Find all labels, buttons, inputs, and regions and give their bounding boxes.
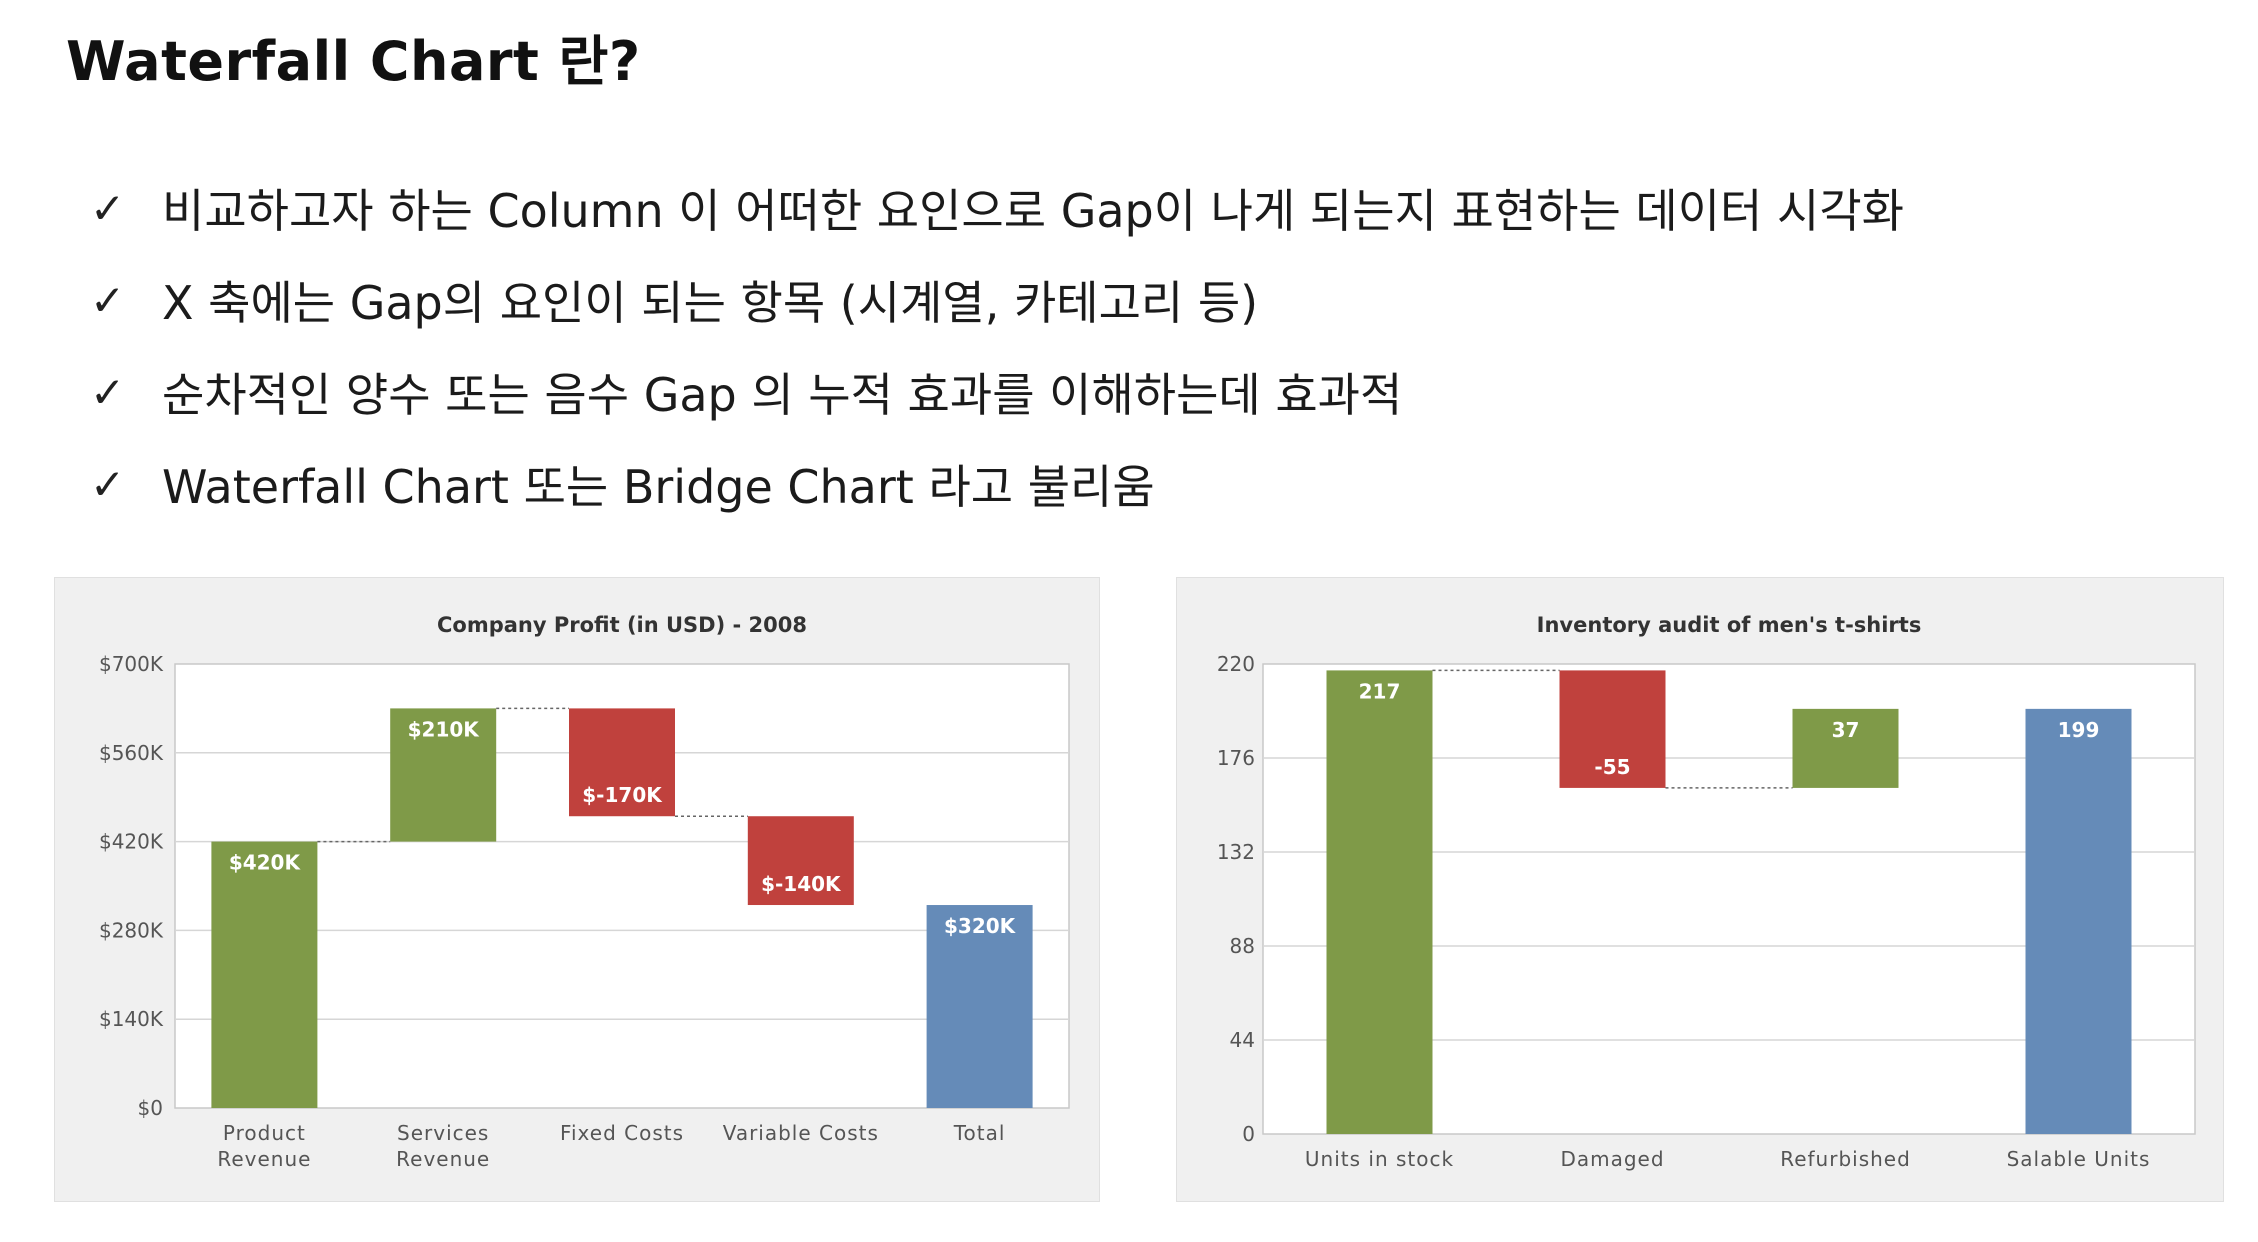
slide-title: Waterfall Chart 란?	[66, 30, 641, 93]
waterfall-bar	[1559, 670, 1666, 788]
data-label: -55	[1594, 755, 1630, 779]
x-category-label: Product	[223, 1121, 306, 1145]
bullet-text: X 축에는 Gap의 요인이 되는 항목 (시계열, 카테고리 등)	[162, 276, 1259, 330]
data-label: $320K	[944, 914, 1017, 938]
bullet-text: 비교하고자 하는 Column 이 어떠한 요인으로 Gap이 나게 되는지 표…	[162, 184, 1904, 238]
company-profit-chart-svg: Company Profit (in USD) - 2008 $0 $140K $28…	[99, 613, 1070, 1171]
waterfall-bar	[2025, 708, 2132, 1134]
chart-title: Company Profit (in USD) - 2008	[437, 613, 807, 637]
inventory-audit-chart-svg: Inventory audit of men's t-shirts 0 44 88 13…	[1217, 613, 2196, 1171]
data-label: 199	[2058, 718, 2100, 742]
bullet-item: ✓ 순차적인 양수 또는 음수 Gap 의 누적 효과를 이해하는데 효과적	[90, 346, 1904, 438]
y-tick-label: $700K	[99, 652, 164, 676]
bullet-text: Waterfall Chart 또는 Bridge Chart 라고 불리움	[162, 460, 1155, 514]
chart-title: Inventory audit of men's t-shirts	[1537, 613, 1922, 637]
check-icon: ✓	[90, 459, 126, 509]
x-category-label: Revenue	[217, 1147, 311, 1171]
waterfall-bar	[747, 816, 854, 906]
x-category-label: Salable Units	[2007, 1147, 2151, 1171]
x-category-label: Services	[397, 1121, 489, 1145]
y-tick-label: 0	[1242, 1122, 1255, 1146]
y-tick-label: 44	[1230, 1028, 1255, 1052]
bullet-text: 순차적인 양수 또는 음수 Gap 의 누적 효과를 이해하는데 효과적	[162, 368, 1403, 422]
y-tick-label: $140K	[99, 1007, 164, 1031]
inventory-audit-chart: Inventory audit of men's t-shirts 0 44 88 13…	[1176, 577, 2224, 1202]
data-label: 37	[1832, 718, 1860, 742]
y-tick-label: 176	[1217, 746, 1255, 770]
waterfall-bar	[926, 905, 1033, 1108]
x-category-label: Fixed Costs	[560, 1121, 684, 1145]
data-label: 217	[1359, 679, 1401, 703]
x-category-label: Damaged	[1560, 1147, 1664, 1171]
x-category-label: Refurbished	[1780, 1147, 1911, 1171]
check-icon: ✓	[90, 275, 126, 325]
x-category-label: Total	[953, 1121, 1006, 1145]
data-label: $-170K	[582, 783, 663, 807]
waterfall-bar	[211, 841, 318, 1108]
x-category-label: Variable Costs	[723, 1121, 879, 1145]
y-tick-label: $0	[138, 1096, 163, 1120]
data-label: $-140K	[761, 872, 842, 896]
bullet-item: ✓ X 축에는 Gap의 요인이 되는 항목 (시계열, 카테고리 등)	[90, 254, 1904, 346]
y-tick-label: 132	[1217, 840, 1255, 864]
y-tick-label: 220	[1217, 652, 1255, 676]
bullet-list: ✓ 비교하고자 하는 Column 이 어떠한 요인으로 Gap이 나게 되는지…	[90, 162, 1904, 530]
x-category-label: Revenue	[396, 1147, 490, 1171]
y-tick-label: $560K	[99, 741, 164, 765]
y-tick-label: 88	[1230, 934, 1255, 958]
data-label: $420K	[229, 851, 302, 875]
data-label: $210K	[408, 717, 481, 741]
y-tick-label: $420K	[99, 830, 164, 854]
bullet-item: ✓ Waterfall Chart 또는 Bridge Chart 라고 불리움	[90, 438, 1904, 530]
bullet-item: ✓ 비교하고자 하는 Column 이 어떠한 요인으로 Gap이 나게 되는지…	[90, 162, 1904, 254]
x-category-label: Units in stock	[1305, 1147, 1454, 1171]
waterfall-bar	[1792, 708, 1899, 788]
check-icon: ✓	[90, 367, 126, 417]
waterfall-bar	[390, 708, 497, 842]
y-tick-label: $280K	[99, 918, 164, 942]
waterfall-bar	[1326, 670, 1433, 1134]
company-profit-chart: Company Profit (in USD) - 2008 $0 $140K $28…	[54, 577, 1100, 1202]
waterfall-bar	[569, 708, 675, 817]
check-icon: ✓	[90, 183, 126, 233]
